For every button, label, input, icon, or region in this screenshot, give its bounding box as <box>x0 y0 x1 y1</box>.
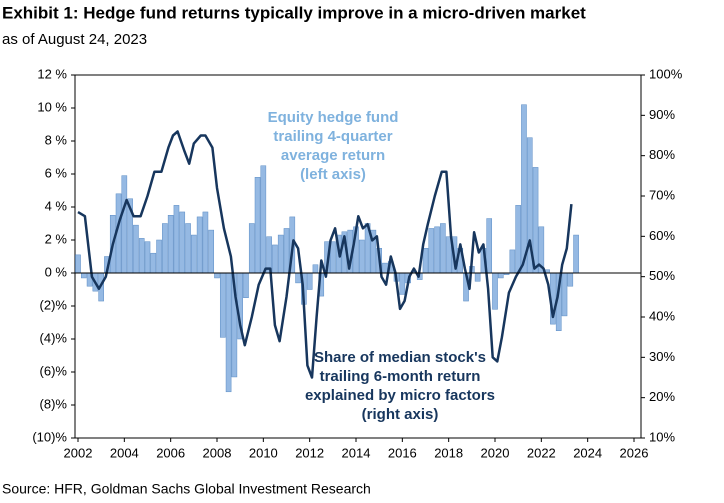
bar <box>283 228 290 274</box>
bar <box>312 264 319 274</box>
x-tick-label: 2022 <box>527 445 556 460</box>
y-tick-label: (8)% <box>40 396 68 411</box>
x-tick-label: 2008 <box>203 445 232 460</box>
bar <box>196 216 203 274</box>
x-tick-label: 2002 <box>64 445 93 460</box>
bar <box>277 234 284 274</box>
y-tick-label: 2 % <box>45 231 68 246</box>
y2-tick-label: 90% <box>649 107 675 122</box>
bar <box>422 248 429 274</box>
annotation: average return <box>281 147 385 164</box>
bar <box>185 223 191 274</box>
x-tick-label: 2026 <box>620 445 649 460</box>
bar <box>138 238 145 274</box>
bar <box>202 211 209 274</box>
y2-tick-label: 10% <box>649 429 675 444</box>
y2-tick-label: 60% <box>649 228 675 243</box>
bar <box>474 272 481 282</box>
y-tick-label: 8 % <box>45 132 68 147</box>
bar <box>208 229 215 274</box>
x-tick-label: 2020 <box>481 445 510 460</box>
bar <box>492 272 498 310</box>
chart-title: Exhibit 1: Hedge fund returns typically … <box>2 3 586 22</box>
y2-tick-label: 80% <box>649 147 675 162</box>
bar <box>330 241 336 274</box>
bar <box>191 234 197 274</box>
bar <box>225 272 232 393</box>
annotation: explained by micro factors <box>305 387 495 404</box>
x-tick-label: 2016 <box>388 445 417 460</box>
bar <box>515 205 521 274</box>
y-tick-label: 0 % <box>45 264 68 279</box>
bar <box>254 177 261 274</box>
annotation: trailing 4-quarter <box>273 128 392 145</box>
bar <box>179 211 186 274</box>
annotation: trailing 6-month return <box>320 368 481 385</box>
bar <box>497 272 504 279</box>
y2-tick-label: 20% <box>649 389 675 404</box>
y-tick-label: (10)% <box>32 429 67 444</box>
bar <box>306 272 313 290</box>
bar <box>295 272 301 284</box>
annotation: (left axis) <box>300 166 366 183</box>
bar <box>567 272 574 287</box>
annotation: (right axis) <box>362 406 439 423</box>
bar <box>561 272 568 317</box>
bar <box>248 223 255 274</box>
bar <box>428 228 435 274</box>
y2-tick-label: 40% <box>649 308 675 323</box>
bar <box>75 254 81 274</box>
bar <box>573 234 579 274</box>
x-tick-label: 2024 <box>573 445 602 460</box>
line <box>77 130 573 379</box>
y2-tick-label: 70% <box>649 187 675 202</box>
y2-tick-label: 30% <box>649 349 675 364</box>
bar <box>156 239 162 274</box>
bar <box>440 223 446 274</box>
source-note: Source: HFR, Goldman Sachs Global Invest… <box>2 481 371 497</box>
bar <box>434 226 440 274</box>
bar <box>219 272 226 338</box>
bar <box>133 224 139 274</box>
bar <box>521 104 527 274</box>
annotation: Share of median stock's <box>314 349 486 366</box>
bar <box>162 223 168 274</box>
x-tick-label: 2006 <box>156 445 185 460</box>
bar <box>486 218 493 274</box>
bar <box>150 252 157 274</box>
bar <box>167 215 174 274</box>
bar <box>243 272 249 298</box>
bar <box>121 175 128 274</box>
bar <box>272 244 278 274</box>
chart-subtitle: as of August 24, 2023 <box>2 31 147 48</box>
y-tick-label: (2)% <box>40 297 68 312</box>
annotation: Equity hedge fund <box>268 109 399 126</box>
y-tick-label: 4 % <box>45 198 68 213</box>
bar <box>144 241 151 274</box>
y-tick-label: (6)% <box>40 363 68 378</box>
bar <box>445 236 452 274</box>
bar <box>80 272 87 279</box>
plot-frame <box>74 74 642 439</box>
bar <box>509 249 516 274</box>
y-tick-label: (4)% <box>40 330 68 345</box>
bar <box>382 262 388 274</box>
x-tick-label: 2004 <box>110 445 139 460</box>
y2-tick-label: 100% <box>649 66 683 81</box>
bar <box>260 165 267 274</box>
y-tick-label: 12 % <box>37 66 67 81</box>
x-tick-label: 2012 <box>295 445 324 460</box>
x-tick-label: 2014 <box>342 445 371 460</box>
bar <box>214 272 220 279</box>
y-tick-label: 10 % <box>37 99 67 114</box>
bar <box>399 272 406 295</box>
y2-tick-label: 50% <box>649 268 675 283</box>
y-tick-label: 6 % <box>45 165 68 180</box>
x-tick-label: 2010 <box>249 445 278 460</box>
x-tick-label: 2018 <box>434 445 463 460</box>
bar <box>173 205 180 274</box>
bar <box>358 239 365 274</box>
